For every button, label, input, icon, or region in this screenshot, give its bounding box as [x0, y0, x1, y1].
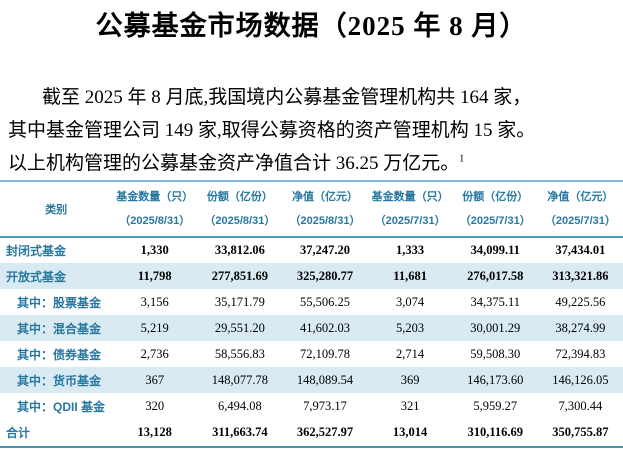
column-label: 净值（亿元） [547, 191, 614, 203]
table-row-money-market: 其中：货币基金 367 148,077.78 148,089.54 369 14… [0, 367, 623, 393]
column-date: （2025/7/31） [374, 215, 446, 227]
value-cell: 313,321.86 [552, 268, 609, 283]
value-cell: 5,203 [396, 320, 425, 335]
value-cell: 33,812.06 [214, 243, 265, 257]
column-header-category: 类别 [0, 181, 113, 238]
category-cell: 其中：货币基金 [17, 373, 102, 388]
value-cell: 37,247.20 [299, 243, 350, 257]
column-date: （2025/8/31） [204, 215, 276, 227]
category-cell: 其中：债券基金 [17, 347, 102, 362]
value-cell: 41,602.03 [299, 320, 350, 335]
value-cell: 146,126.05 [552, 372, 609, 387]
value-cell: 7,300.44 [558, 398, 603, 413]
table-row-closed-end: 封闭式基金 1,330 33,812.06 37,247.20 1,333 34… [0, 237, 623, 263]
column-label: 份额（亿份） [206, 191, 273, 203]
table-row-total: 合计 13,128 311,663.74 362,527.97 13,014 3… [0, 419, 623, 447]
value-cell: 146,173.60 [467, 372, 524, 387]
value-cell: 11,681 [393, 268, 427, 283]
table-row-qdii: 其中：QDII 基金 320 6,494.08 7,973.17 321 5,9… [0, 393, 623, 419]
category-cell: 其中：股票基金 [17, 295, 102, 310]
value-cell: 148,077.78 [211, 372, 268, 387]
value-cell: 13,128 [137, 425, 172, 439]
value-cell: 321 [400, 398, 420, 413]
value-cell: 1,333 [396, 243, 425, 257]
column-label: 基金数量（只） [116, 191, 194, 203]
value-cell: 5,959.27 [473, 398, 518, 413]
column-label: 基金数量（只） [371, 191, 449, 203]
table-row-equity: 其中：股票基金 3,156 35,171.79 55,506.25 3,074 … [0, 289, 623, 315]
value-cell: 30,001.29 [470, 320, 521, 335]
table-row-open-end: 开放式基金 11,798 277,851.69 325,280.77 11,68… [0, 263, 623, 289]
column-date: （2025/7/31） [459, 215, 531, 227]
value-cell: 367 [145, 372, 165, 387]
value-cell: 11,798 [137, 268, 172, 283]
value-cell: 29,551.20 [214, 320, 265, 335]
value-cell: 3,074 [396, 294, 425, 309]
value-cell: 72,109.78 [299, 346, 350, 361]
intro-line-2: 其中基金管理公司 149 家,取得公募资格的资产管理机构 15 家。 [8, 120, 536, 141]
category-cell: 开放式基金 [6, 269, 67, 284]
column-header-count-aug: 基金数量（只） （2025/8/31） [112, 181, 198, 238]
category-cell: 其中：混合基金 [17, 321, 102, 336]
table-header: 类别 基金数量（只） （2025/8/31） 份额（亿份） （2025/8/31… [0, 181, 623, 238]
value-cell: 276,017.58 [467, 268, 524, 283]
value-cell: 325,280.77 [296, 268, 354, 283]
column-header-shares-jul: 份额（亿份） （2025/7/31） [452, 181, 538, 238]
value-cell: 320 [145, 398, 165, 413]
value-cell: 35,171.79 [214, 294, 265, 309]
intro-line-3-text: 以上机构管理的公募基金资产净值合计 36.25 万亿元。 [8, 153, 460, 174]
column-header-nav-jul: 净值（亿元） （2025/7/31） [537, 181, 623, 238]
header-row: 类别 基金数量（只） （2025/8/31） 份额（亿份） （2025/8/31… [0, 181, 623, 238]
value-cell: 6,494.08 [217, 398, 262, 413]
footnote-marker: 1 [459, 153, 465, 165]
column-date: （2025/7/31） [544, 215, 616, 227]
value-cell: 34,099.11 [470, 243, 520, 257]
intro-line-3: 以上机构管理的公募基金资产净值合计 36.25 万亿元。1 [8, 147, 615, 180]
value-cell: 3,156 [140, 294, 169, 309]
value-cell: 362,527.97 [296, 425, 354, 439]
value-cell: 59,508.30 [470, 346, 521, 361]
value-cell: 1,330 [140, 243, 169, 257]
category-cell: 合计 [6, 426, 31, 440]
column-date: （2025/8/31） [289, 215, 361, 227]
value-cell: 49,225.56 [555, 294, 606, 309]
intro-paragraph: 截至 2025 年 8 月底,我国境内公募基金管理机构共 164 家， 其中基金… [8, 81, 615, 180]
column-header-shares-aug: 份额（亿份） （2025/8/31） [197, 181, 283, 238]
column-date: （2025/8/31） [119, 215, 191, 227]
page-title: 公募基金市场数据（2025 年 8 月） [95, 11, 528, 41]
value-cell: 5,219 [140, 320, 169, 335]
value-cell: 369 [400, 372, 420, 387]
value-cell: 7,973.17 [303, 398, 347, 413]
category-cell: 封闭式基金 [6, 244, 67, 258]
value-cell: 350,755.87 [552, 425, 609, 439]
value-cell: 311,663.74 [212, 425, 268, 439]
table-row-hybrid: 其中：混合基金 5,219 29,551.20 41,602.03 5,203 … [0, 315, 623, 341]
value-cell: 55,506.25 [299, 294, 350, 309]
value-cell: 148,089.54 [296, 372, 354, 387]
value-cell: 38,274.99 [555, 320, 606, 335]
column-header-nav-aug: 净值（亿元） （2025/8/31） [282, 181, 368, 238]
fund-data-table: 类别 基金数量（只） （2025/8/31） 份额（亿份） （2025/8/31… [0, 180, 623, 448]
table-body: 封闭式基金 1,330 33,812.06 37,247.20 1,333 34… [0, 237, 623, 447]
category-cell: 其中：QDII 基金 [17, 399, 106, 414]
value-cell: 34,375.11 [470, 294, 520, 309]
column-label: 份额（亿份） [462, 191, 529, 203]
intro-line-1: 截至 2025 年 8 月底,我国境内公募基金管理机构共 164 家， [42, 87, 532, 108]
value-cell: 2,736 [140, 346, 169, 361]
table-row-bond: 其中：债券基金 2,736 58,556.83 72,109.78 2,714 … [0, 341, 623, 367]
column-label: 净值（亿元） [291, 191, 358, 203]
column-header-count-jul: 基金数量（只） （2025/7/31） [367, 181, 453, 238]
value-cell: 310,116.69 [467, 425, 524, 439]
value-cell: 58,556.83 [214, 346, 265, 361]
value-cell: 13,014 [392, 425, 428, 439]
value-cell: 37,434.01 [555, 243, 606, 257]
value-cell: 72,394.83 [555, 346, 606, 361]
value-cell: 2,714 [396, 346, 425, 361]
value-cell: 277,851.69 [211, 268, 268, 283]
